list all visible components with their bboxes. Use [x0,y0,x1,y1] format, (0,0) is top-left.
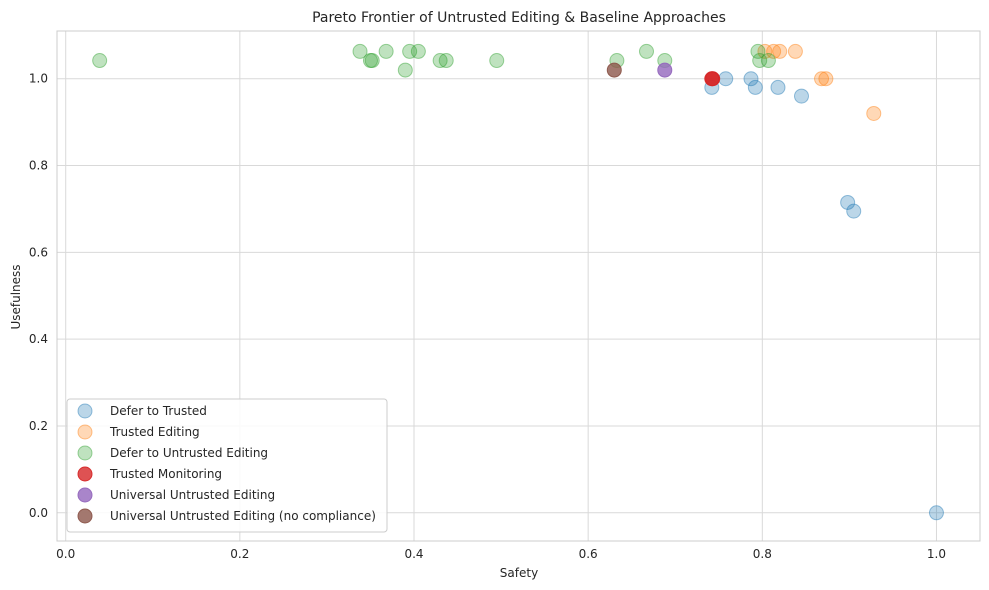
data-point [772,43,788,59]
legend: Defer to Trusted Trusted Editing Defer to … [66,398,388,533]
y-tick-label: 0.0 [29,506,48,520]
data-point [793,88,809,104]
data-point [928,505,944,521]
data-point [438,53,454,69]
data-points [92,43,944,521]
legend-marker [77,424,93,440]
data-point [352,43,368,59]
data-point [705,71,721,87]
legend-entry: Trusted Editing [109,425,200,439]
data-point [378,43,394,59]
data-point [639,43,655,59]
x-axis-label: Safety [500,566,538,580]
legend-box [66,398,388,533]
x-tick-label: 0.6 [579,547,598,561]
y-tick-label: 0.4 [29,332,48,346]
legend-entry: Universal Untrusted Editing [110,488,275,502]
data-point [760,53,776,69]
y-tick-label: 0.6 [29,245,48,259]
data-point [432,53,448,69]
legend-entry: Defer to Trusted [110,404,207,418]
x-tick-label: 0.2 [230,547,249,561]
x-tick-label: 1.0 [927,547,946,561]
y-axis-label: Usefulness [9,264,23,329]
y-tick-label: 1.0 [29,72,48,86]
series-universal-untrusted-editing [657,62,673,78]
data-point [818,71,834,87]
data-point [747,79,763,95]
legend-marker [77,466,93,482]
x-tick-label: 0.4 [404,547,423,561]
data-point [840,194,856,210]
data-point [846,203,862,219]
data-point [606,62,622,78]
y-tick-label: 0.8 [29,159,48,173]
data-point [750,43,766,59]
data-point [770,79,786,95]
data-point [364,53,380,69]
legend-marker [77,487,93,503]
data-point [757,43,773,59]
data-point [397,62,413,78]
legend-marker [77,508,93,524]
legend-entry: Trusted Monitoring [109,467,222,481]
data-point [410,43,426,59]
data-point [402,43,418,59]
series-trusted-editing [757,43,882,121]
x-axis-ticks: 0.0 0.2 0.4 0.6 0.8 1.0 [56,547,946,561]
x-tick-label: 0.0 [56,547,75,561]
data-point [814,71,830,87]
legend-entry: Universal Untrusted Editing (no complian… [110,509,376,523]
legend-marker [77,403,93,419]
series-defer-to-trusted [704,71,944,521]
y-axis-ticks: 0.0 0.2 0.4 0.6 0.8 1.0 [29,72,48,520]
data-point [766,43,782,59]
data-point [866,105,882,121]
plot-frame [56,30,981,542]
data-point [489,53,505,69]
x-tick-label: 0.8 [753,547,772,561]
series-universal-untrusted-editing-no-compliance [606,62,622,78]
legend-entry: Defer to Untrusted Editing [110,446,268,460]
data-point [718,71,734,87]
y-tick-label: 0.2 [29,419,48,433]
series-defer-to-untrusted-editing [92,43,776,78]
data-point [362,53,378,69]
chart-title: Pareto Frontier of Untrusted Editing & B… [312,10,726,26]
data-point [657,62,673,78]
data-point [743,71,759,87]
series-trusted-monitoring [704,71,721,87]
data-point [787,43,803,59]
legend-marker [77,445,93,461]
data-point [752,53,768,69]
data-point [92,53,108,69]
